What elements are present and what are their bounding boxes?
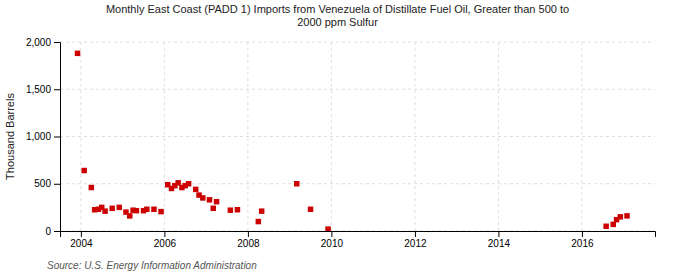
x-tick-mark	[582, 231, 583, 237]
y-tick-label: 1,500	[26, 84, 51, 95]
y-tick-label: 500	[34, 178, 51, 189]
point	[207, 197, 212, 202]
x-tick: 2010	[321, 231, 344, 249]
title-line: Monthly East Coast (PADD 1) Imports from…	[106, 3, 569, 15]
x-tick-label: 2012	[404, 238, 427, 249]
point	[127, 213, 132, 218]
x-tick-mark	[498, 231, 499, 237]
y-tick-label: 2,000	[26, 37, 51, 48]
point	[214, 199, 219, 204]
x-tick-mark	[415, 231, 416, 237]
x-grid-line	[247, 42, 248, 231]
point	[89, 185, 94, 190]
point	[256, 219, 261, 224]
point	[294, 181, 299, 186]
x-tick-mark	[248, 231, 249, 237]
points	[75, 51, 630, 231]
y-tick: 0	[45, 226, 60, 237]
point	[151, 207, 156, 212]
point	[618, 214, 623, 219]
x-grid-line	[581, 42, 582, 231]
y-axis-title: Thousand Barrels	[4, 93, 16, 180]
y-grid-line	[60, 183, 655, 184]
x-tick-label: 2006	[154, 238, 177, 249]
point	[603, 224, 608, 229]
x-grid-line	[164, 42, 165, 231]
chart: Monthly East Coast (PADD 1) Imports from…	[0, 0, 675, 275]
point	[81, 168, 86, 173]
y-tick-mark	[54, 137, 60, 138]
point	[109, 206, 114, 211]
x-tick-label: 2010	[321, 238, 344, 249]
point	[325, 226, 330, 231]
x-tick: 2008	[237, 231, 260, 249]
point	[624, 213, 629, 218]
y-tick-mark	[54, 42, 60, 43]
point	[259, 208, 264, 213]
title-line: 2000 ppm Sulfur	[297, 16, 378, 28]
y-tick-mark	[54, 231, 60, 232]
x-tick-mark	[164, 231, 165, 237]
point	[228, 207, 233, 212]
y-tick-mark	[54, 184, 60, 185]
x-grid-line	[331, 42, 332, 231]
y-grid-line	[60, 89, 655, 90]
point	[144, 207, 149, 212]
point	[75, 51, 80, 56]
y-axis: 0 500 1,000 1,500 2,000	[26, 37, 61, 237]
y-tick: 1,000	[26, 131, 60, 142]
y-tick: 2,000	[26, 37, 60, 48]
y-tick-label: 1,000	[26, 131, 51, 142]
x-tick-label: 2016	[571, 238, 594, 249]
point	[102, 208, 107, 213]
point	[235, 207, 240, 212]
title: Monthly East Coast (PADD 1) Imports from…	[106, 3, 569, 28]
x-tick-mark	[331, 231, 332, 237]
y-tick-mark	[54, 89, 60, 90]
point	[134, 208, 139, 213]
y-tick: 1,500	[26, 84, 60, 95]
x-grid-line	[414, 42, 415, 231]
x-grid-line	[80, 42, 81, 231]
point	[200, 195, 205, 200]
x-axis: 2004 2006 2008 2010 2012 2014 2016	[61, 231, 656, 249]
point	[210, 206, 215, 211]
point	[186, 181, 191, 186]
x-grid-line	[498, 42, 499, 231]
x-tick-label: 2014	[488, 238, 511, 249]
source: Source: U.S. Energy Information Administ…	[47, 260, 257, 271]
y-tick-label: 0	[45, 226, 51, 237]
point	[117, 205, 122, 210]
y-axis-line	[54, 43, 61, 232]
x-tick-label: 2008	[237, 238, 260, 249]
plot: 2004 2006 2008 2010 2012 2014 2016 0 500 1,000 1,5…	[26, 37, 656, 249]
point	[175, 180, 180, 185]
y-tick: 500	[34, 178, 60, 189]
x-axis-line	[61, 232, 656, 238]
x-tick-mark	[81, 231, 82, 237]
grid	[60, 42, 655, 231]
point	[611, 222, 616, 227]
x-tick: 2014	[488, 231, 511, 249]
x-tick: 2016	[571, 231, 594, 249]
y-grid-line	[60, 136, 655, 137]
y-grid-line	[60, 42, 655, 43]
x-tick: 2006	[154, 231, 177, 249]
point	[193, 187, 198, 192]
x-tick: 2004	[70, 231, 93, 249]
point	[158, 209, 163, 214]
point	[308, 207, 313, 212]
x-tick: 2012	[404, 231, 427, 249]
x-tick-label: 2004	[70, 238, 93, 249]
